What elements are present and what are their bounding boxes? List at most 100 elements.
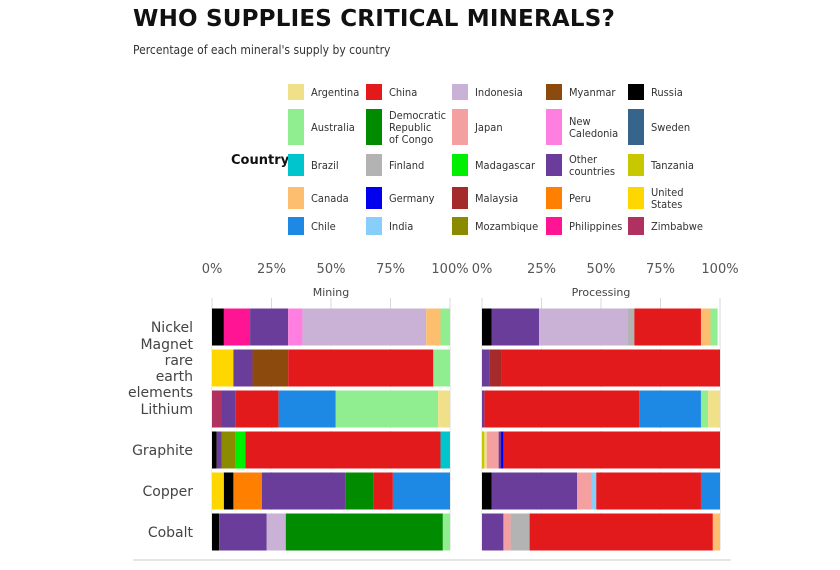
bar-segment-processing-nickel-other-countries xyxy=(491,308,540,346)
legend-label-malaysia: Malaysia xyxy=(475,192,518,205)
bar-segment-processing-copper-japan xyxy=(577,472,592,510)
category-label-copper: Copper xyxy=(143,484,194,500)
legend-key-canada xyxy=(288,187,304,209)
bar-segment-processing-cobalt-finland xyxy=(510,513,530,551)
bar-segment-mining-nickel-indonesia xyxy=(302,308,427,346)
bar-segment-mining-lithium-australia xyxy=(335,390,439,428)
bar-segment-mining-lithium-argentina xyxy=(438,390,450,428)
legend-label-chile: Chile xyxy=(311,220,336,233)
bar-segment-processing-nickel-australia xyxy=(710,308,718,346)
legend-key-philippines xyxy=(546,217,562,235)
legend-label-myanmar: Myanmar xyxy=(569,86,616,99)
bar-segment-mining-nickel-canada xyxy=(426,308,441,346)
legend-key-peru xyxy=(546,187,562,209)
category-label-graphite: Graphite xyxy=(132,443,193,459)
legend-label-zimbabwe: Zimbabwe xyxy=(651,220,703,233)
bar-segment-processing-nickel-finland xyxy=(627,308,635,346)
legend-key-japan xyxy=(452,109,468,145)
legend-key-new-caledonia xyxy=(546,109,562,145)
x-tick-label: 75% xyxy=(646,262,675,277)
legend-title: Country xyxy=(231,153,290,168)
bar-segment-mining-nickel-australia xyxy=(440,308,450,346)
legend-label-japan: Japan xyxy=(474,121,503,134)
bar-segment-mining-copper-russia xyxy=(223,472,234,510)
legend-label-democratic-republic-of-congo: Democratic Republic of Congo xyxy=(389,109,446,146)
legend-key-india xyxy=(366,217,382,235)
legend-key-madagascar xyxy=(452,154,468,176)
legend-key-germany xyxy=(366,187,382,209)
panel-mining: 0% 25% 50% 75% 100% Mining xyxy=(202,262,469,551)
bar-segment-mining-cobalt-russia xyxy=(212,513,220,551)
legend-label-peru: Peru xyxy=(569,192,591,205)
bar-segment-mining-magnet-rare-earth-elements-australia xyxy=(433,349,450,387)
bar-segment-mining-lithium-zimbabwe xyxy=(212,390,222,428)
bar-segment-mining-magnet-rare-earth-elements-united-states xyxy=(212,349,234,387)
bar-segment-processing-nickel-russia xyxy=(482,308,492,346)
bar-segment-processing-copper-chile xyxy=(700,472,720,510)
chart-subtitle: Percentage of each mineral's supply by c… xyxy=(133,43,391,57)
legend-key-democratic-republic-of-congo xyxy=(366,109,382,145)
category-label-cobalt: Cobalt xyxy=(148,525,194,541)
legend-key-argentina xyxy=(288,84,304,100)
bar-segment-processing-cobalt-other-countries xyxy=(482,513,504,551)
bar-segment-processing-magnet-rare-earth-elements-other-countries xyxy=(482,349,490,387)
bar-segment-mining-copper-united-states xyxy=(212,472,224,510)
bar-segment-processing-nickel-indonesia xyxy=(539,308,628,346)
legend-label-madagascar: Madagascar xyxy=(475,159,536,172)
facet-label-mining: Mining xyxy=(313,286,350,299)
bar-segment-processing-graphite-other-countries xyxy=(498,431,502,469)
legend-key-chile xyxy=(288,217,304,235)
bar-segment-processing-nickel-canada xyxy=(700,308,711,346)
legend-label-other-countries: Other countries xyxy=(569,153,615,178)
legend-label-finland: Finland xyxy=(389,159,424,172)
bar-segment-mining-magnet-rare-earth-elements-china xyxy=(288,349,434,387)
bar-segment-mining-magnet-rare-earth-elements-myanmar xyxy=(252,349,289,387)
x-tick-label: 75% xyxy=(376,262,405,277)
bar-segment-mining-cobalt-indonesia xyxy=(266,513,286,551)
bar-segment-processing-copper-russia xyxy=(482,472,492,510)
legend-label-canada: Canada xyxy=(311,192,349,205)
bar-segment-processing-magnet-rare-earth-elements-malaysia xyxy=(489,349,502,387)
chart-title: WHO SUPPLIES CRITICAL MINERALS? xyxy=(133,6,616,32)
bar-segment-processing-cobalt-canada xyxy=(712,513,720,551)
legend-label-germany: Germany xyxy=(389,192,435,205)
legend-label-russia: Russia xyxy=(651,86,683,99)
bar-segment-mining-copper-democratic-republic-of-congo xyxy=(345,472,374,510)
legend: Country Argentina China Indonesia Myanmar Rus… xyxy=(231,84,703,235)
bar-segment-mining-graphite-madagascar xyxy=(235,431,246,469)
category-label-magnet-rare-earth-elements: Magnet rare earth elements xyxy=(128,337,194,401)
bar-segment-mining-lithium-other-countries xyxy=(221,390,236,428)
legend-key-united-states xyxy=(628,187,644,209)
legend-label-australia: Australia xyxy=(311,121,355,134)
x-tick-label: 50% xyxy=(317,262,346,277)
legend-key-brazil xyxy=(288,154,304,176)
legend-key-zimbabwe xyxy=(628,217,644,235)
panel-processing: 0% 25% 50% 75% 100% Processing xyxy=(472,262,739,551)
legend-label-argentina: Argentina xyxy=(311,86,359,99)
bar-segment-processing-graphite-tanzania xyxy=(482,431,485,469)
x-tick-label: 100% xyxy=(431,262,468,277)
category-label-lithium: Lithium xyxy=(141,402,193,418)
legend-key-malaysia xyxy=(452,187,468,209)
legend-key-indonesia xyxy=(452,84,468,100)
bar-segment-processing-graphite-argentina xyxy=(484,431,487,469)
legend-key-other-countries xyxy=(546,154,562,176)
bar-segment-mining-graphite-china xyxy=(245,431,441,469)
bar-segment-processing-copper-other-countries xyxy=(491,472,578,510)
bar-segment-mining-copper-china xyxy=(373,472,393,510)
bar-segment-mining-graphite-russia xyxy=(212,431,217,469)
bar-segment-mining-nickel-new-caledonia xyxy=(288,308,303,346)
legend-label-brazil: Brazil xyxy=(311,159,339,172)
bar-segment-processing-copper-india xyxy=(591,472,597,510)
bar-segment-processing-lithium-australia xyxy=(700,390,709,428)
bar-segment-processing-graphite-japan xyxy=(486,431,499,469)
x-tick-label: 100% xyxy=(701,262,738,277)
legend-label-china: China xyxy=(389,86,417,99)
legend-key-sweden xyxy=(628,109,644,145)
bar-segment-processing-lithium-argentina xyxy=(708,390,720,428)
bar-segment-processing-cobalt-japan xyxy=(503,513,511,551)
bar-segment-mining-cobalt-australia xyxy=(442,513,450,551)
legend-label-india: India xyxy=(389,220,413,233)
